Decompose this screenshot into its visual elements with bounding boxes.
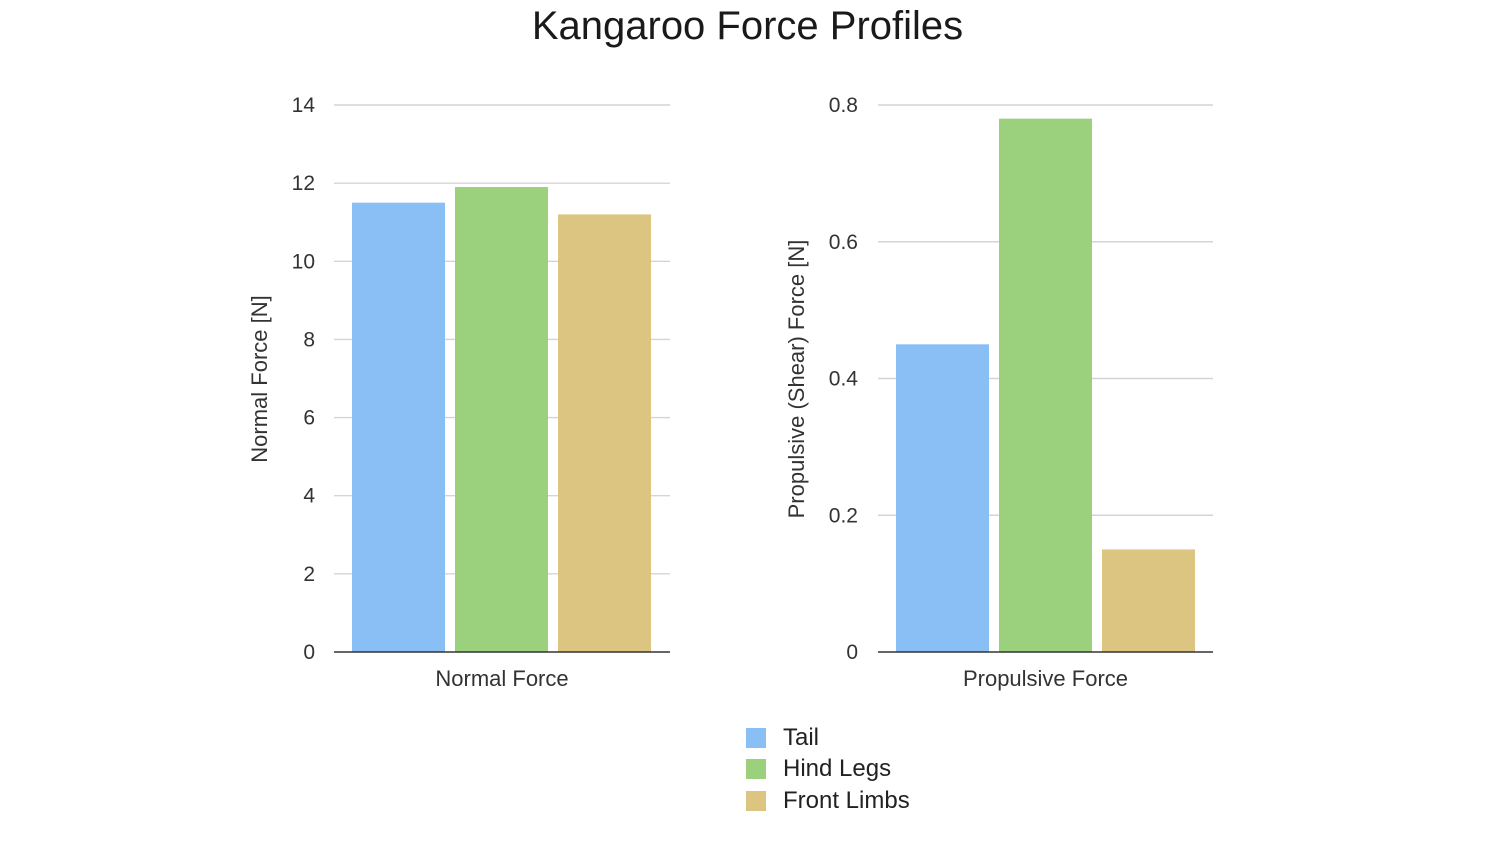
legend-label-front-limbs: Front Limbs xyxy=(783,786,910,814)
normal-y-axis-title: Normal Force [N] xyxy=(247,295,272,462)
legend-label-tail: Tail xyxy=(783,723,820,751)
normal-y-tick-label: 0 xyxy=(303,641,315,664)
legend-item-tail: Tail xyxy=(746,722,910,754)
propulsive-y-tick-label: 0.4 xyxy=(829,368,859,391)
legend-item-hind-legs: Hind Legs xyxy=(746,754,910,786)
propulsive-y-axis-title: Propulsive (Shear) Force [N] xyxy=(784,240,809,519)
normal-bar-hind-legs xyxy=(455,187,548,653)
normal-y-tick-label: 10 xyxy=(292,250,315,273)
normal-y-tick-label: 8 xyxy=(303,328,315,351)
propulsive-y-tick-label: 0.6 xyxy=(829,231,858,254)
normal-bar-tail xyxy=(352,202,445,652)
propulsive-bar-tail xyxy=(896,344,989,652)
normal-y-tick-label: 12 xyxy=(292,172,315,195)
normal-y-tick-label: 2 xyxy=(303,563,315,586)
normal-y-tick-label: 14 xyxy=(292,94,316,117)
legend-item-front-limbs: Front Limbs xyxy=(746,785,910,817)
legend-label-hind-legs: Hind Legs xyxy=(783,755,892,783)
propulsive-bar-hind-legs xyxy=(999,118,1092,653)
legend-swatch-hind-legs xyxy=(746,759,766,780)
propulsive-y-tick-label: 0.8 xyxy=(829,94,858,117)
normal-bar-front-limbs xyxy=(558,214,651,652)
propulsive-y-tick-label: 0.2 xyxy=(829,504,858,527)
propulsive-bar-front-limbs xyxy=(1102,549,1195,652)
normal-category-label: Normal Force xyxy=(435,666,568,691)
legend-swatch-tail xyxy=(746,727,766,748)
normal-y-tick-label: 4 xyxy=(303,485,315,508)
legend: Tail Hind Legs Front Limbs xyxy=(746,722,910,817)
propulsive-y-tick-label: 0 xyxy=(846,641,858,664)
chart-title: Kangaroo Force Profiles xyxy=(531,4,964,48)
legend-swatch-front-limbs xyxy=(746,790,766,811)
normal-y-tick-label: 6 xyxy=(303,407,315,430)
propulsive-category-label: Propulsive Force xyxy=(963,666,1128,691)
